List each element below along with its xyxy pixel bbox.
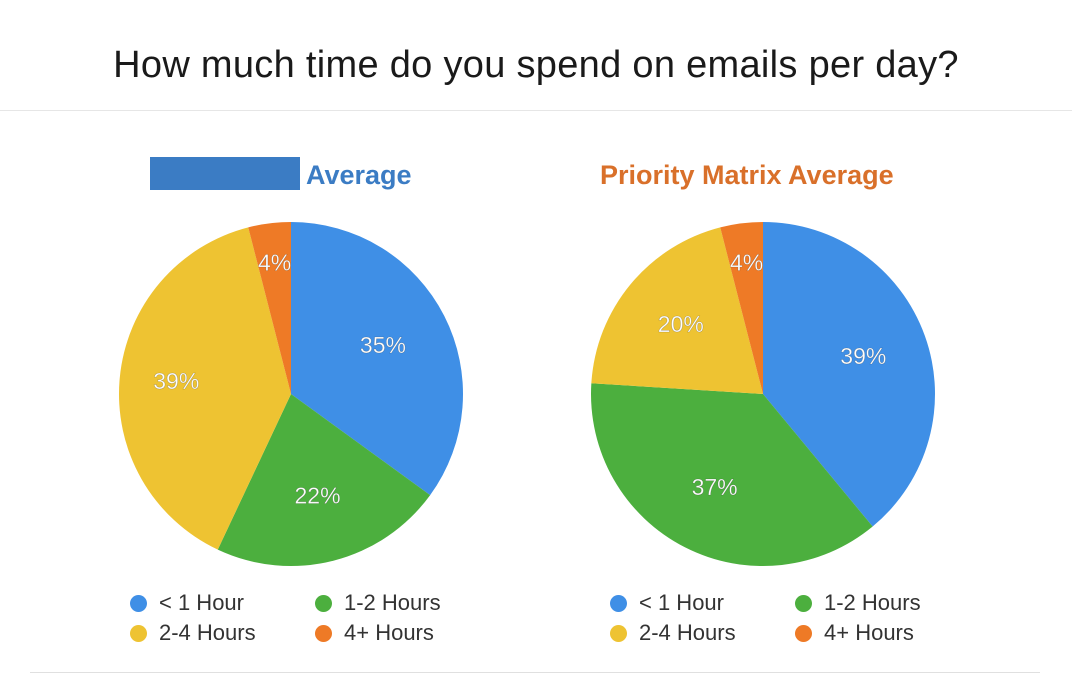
pie-slice bbox=[591, 227, 763, 394]
legend-swatch bbox=[315, 624, 332, 642]
left-chart-title: Average bbox=[150, 157, 412, 193]
slice-label: 22% bbox=[294, 482, 340, 508]
pie-slice bbox=[217, 394, 431, 566]
legend-swatch bbox=[315, 594, 332, 612]
pie-slice bbox=[248, 222, 291, 394]
legend-item: < 1 Hour bbox=[610, 590, 795, 616]
left-chart-legend: < 1 Hour 1-2 Hours 2-4 Hours 4+ Hours bbox=[130, 590, 500, 646]
legend-label: < 1 Hour bbox=[639, 590, 724, 615]
legend-item: 1-2 Hours bbox=[315, 590, 500, 616]
legend-swatch bbox=[130, 594, 147, 612]
left-pie: 35% 22% 39% 4% bbox=[119, 222, 463, 566]
right-chart-legend: < 1 Hour 1-2 Hours 2-4 Hours 4+ Hours bbox=[610, 590, 980, 646]
pie-slice bbox=[720, 222, 763, 394]
right-pie: 39% 37% 20% 4% bbox=[591, 222, 935, 566]
slice-label: 20% bbox=[658, 311, 704, 337]
bottom-divider bbox=[30, 672, 1040, 673]
pie-slice bbox=[591, 383, 873, 566]
slice-label: 4% bbox=[730, 249, 763, 275]
pie-slice bbox=[119, 227, 291, 550]
legend-label: 1-2 Hours bbox=[344, 590, 441, 615]
slice-label: 39% bbox=[153, 368, 199, 394]
legend-swatch bbox=[795, 594, 812, 612]
legend-item: 4+ Hours bbox=[315, 620, 500, 646]
title-divider bbox=[0, 110, 1072, 111]
legend-label: 4+ Hours bbox=[344, 620, 434, 645]
pie-slice bbox=[763, 222, 935, 527]
legend-label: 4+ Hours bbox=[824, 620, 914, 645]
pie-slice bbox=[291, 222, 463, 496]
legend-label: < 1 Hour bbox=[159, 590, 244, 615]
slice-label: 39% bbox=[840, 343, 886, 369]
right-chart-title: Priority Matrix Average bbox=[600, 160, 894, 190]
legend-label: 2-4 Hours bbox=[159, 620, 256, 645]
legend-swatch bbox=[130, 624, 147, 642]
left-chart-title-text: Average bbox=[306, 160, 412, 190]
legend-item: 2-4 Hours bbox=[610, 620, 795, 646]
slice-label: 35% bbox=[360, 332, 406, 358]
legend-swatch bbox=[610, 624, 627, 642]
slide-title: How much time do you spend on emails per… bbox=[113, 44, 959, 86]
slice-label: 37% bbox=[692, 474, 738, 500]
legend-item: < 1 Hour bbox=[130, 590, 315, 616]
redaction-bar bbox=[150, 157, 300, 191]
legend-item: 4+ Hours bbox=[795, 620, 980, 646]
legend-swatch bbox=[610, 594, 627, 612]
legend-label: 1-2 Hours bbox=[824, 590, 921, 615]
legend-item: 2-4 Hours bbox=[130, 620, 315, 646]
legend-item: 1-2 Hours bbox=[795, 590, 980, 616]
legend-swatch bbox=[795, 624, 812, 642]
legend-label: 2-4 Hours bbox=[639, 620, 736, 645]
slice-label: 4% bbox=[258, 249, 291, 275]
